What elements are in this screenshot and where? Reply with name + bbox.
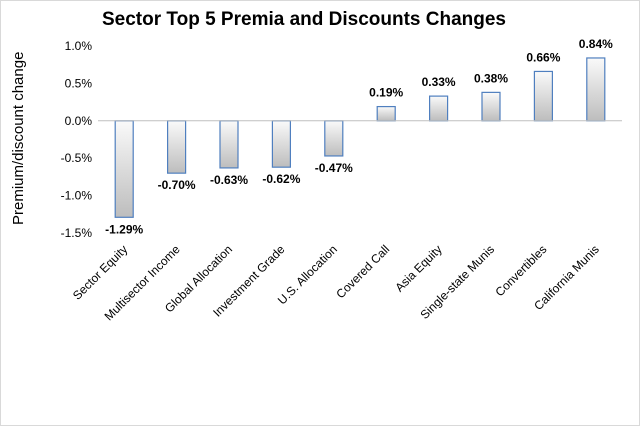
bar [219,120,239,169]
data-label: -0.63% [210,173,248,187]
y-tick-label: 0.0% [65,114,93,128]
data-label: 0.66% [526,50,560,64]
y-tick-label: -0.5% [61,151,93,165]
data-label: 0.38% [474,71,508,85]
bar-series [114,57,606,218]
y-tick-label: -1.5% [61,226,93,240]
y-axis: 1.0% 0.5% 0.0% -0.5% -1.0% -1.5% [61,39,93,240]
data-label: 0.33% [422,75,456,89]
data-label: -0.62% [262,172,300,186]
chart-title: Sector Top 5 Premia and Discounts Change… [101,9,507,30]
y-tick-label: -1.0% [61,189,93,203]
bar [167,120,187,174]
bar [533,70,554,122]
category-label: Asia Equity [392,242,444,294]
data-label: 0.19% [369,86,403,100]
y-tick-label: 0.5% [65,76,93,90]
bar [324,120,344,157]
data-labels: -1.29% -0.70% -0.63% -0.62% -0.47% 0.19% 0.33%… [105,37,613,236]
category-label: Convertibles [492,242,549,299]
data-label: -0.47% [315,161,353,175]
bar [376,105,396,122]
bar [271,120,291,168]
bar [586,57,606,122]
bar [429,95,449,122]
data-label: -0.70% [158,178,196,192]
y-tick-label: 1.0% [65,39,93,53]
data-label: 0.84% [579,37,613,51]
bar [481,91,501,122]
data-label: -1.29% [105,222,143,236]
category-label: Covered Call [333,242,392,301]
bar [114,120,134,218]
